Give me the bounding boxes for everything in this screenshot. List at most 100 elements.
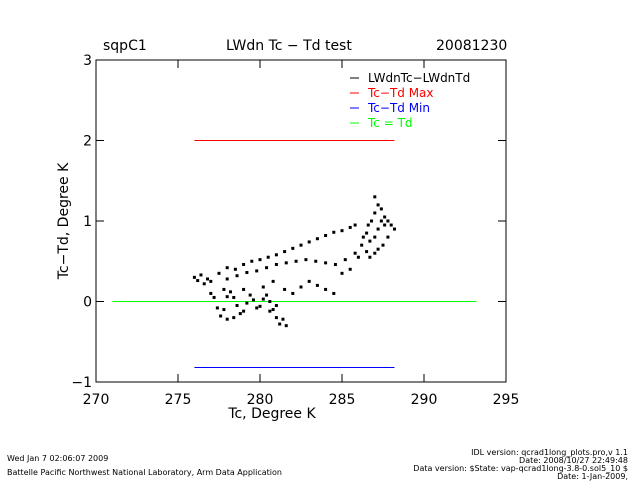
data-point: [217, 271, 221, 275]
data-point: [368, 239, 372, 243]
data-point: [232, 316, 236, 320]
data-point: [265, 266, 269, 270]
data-point: [332, 230, 336, 234]
x-tick-label: 285: [329, 392, 356, 408]
data-point: [215, 306, 219, 310]
data-point: [373, 251, 377, 255]
data-point: [381, 243, 385, 247]
data-point: [360, 243, 364, 247]
data-point: [235, 304, 239, 308]
data-point: [278, 322, 282, 326]
data-point: [353, 251, 357, 255]
data-point: [268, 300, 272, 303]
data-point: [268, 309, 272, 313]
data-point: [386, 219, 390, 223]
data-point: [389, 223, 393, 227]
data-point: [307, 240, 311, 244]
y-axis-label: Tc−Td, Degree K: [56, 162, 72, 280]
x-tick-label: 275: [165, 392, 192, 408]
data-point: [222, 308, 226, 312]
data-point: [314, 259, 318, 263]
data-point: [386, 235, 390, 239]
data-point: [212, 295, 216, 299]
data-point: [294, 259, 298, 263]
data-point: [340, 229, 344, 233]
x-tick-label: 280: [247, 392, 274, 408]
data-point: [250, 259, 254, 263]
data-point: [291, 246, 295, 250]
data-point: [274, 316, 278, 320]
x-tick-label: 290: [411, 392, 438, 408]
data-point: [245, 271, 249, 275]
data-point: [324, 233, 328, 237]
data-point: [373, 211, 377, 215]
legend-label: Tc−Td Min: [367, 101, 430, 115]
data-point: [255, 306, 259, 310]
y-tick-label: −1: [71, 375, 92, 391]
data-point: [225, 266, 229, 270]
data-point: [202, 282, 206, 286]
x-axis-label: Tc, Degree K: [227, 406, 316, 422]
data-point: [242, 309, 246, 313]
y-tick-label: 3: [83, 53, 92, 69]
data-point: [356, 255, 360, 259]
data-point: [365, 250, 369, 254]
x-tick-label: 270: [83, 392, 110, 408]
data-point: [261, 297, 265, 301]
data-point: [206, 277, 210, 281]
data-point: [299, 285, 303, 289]
data-point: [209, 279, 213, 283]
legend-label: LWdnTc−LWdnTd: [368, 71, 470, 85]
data-point: [361, 235, 365, 239]
data-point: [219, 314, 223, 318]
data-point: [299, 243, 303, 247]
data-point: [274, 262, 278, 266]
plot-axes: [95, 59, 507, 383]
data-point: [348, 225, 352, 229]
data-point: [373, 195, 377, 199]
data-point: [392, 227, 396, 231]
data-point: [242, 287, 246, 291]
data-point: [271, 279, 275, 283]
run-timestamp: Wed Jan 7 02:06:07 2009: [7, 454, 109, 463]
data-point: [283, 250, 287, 254]
data-point: [271, 308, 275, 312]
data-point: [379, 219, 383, 223]
data-version: Data version: $State: vap-qcrad1long-3.8…: [413, 464, 628, 473]
chart-title: LWdn Tc − Td test: [226, 38, 352, 54]
y-tick-label: 1: [83, 214, 92, 230]
data-point: [340, 271, 344, 275]
data-point: [283, 287, 287, 291]
data-point: [225, 277, 229, 281]
legend-label: Tc−Td Max: [367, 86, 434, 100]
data-point: [353, 223, 357, 227]
data-point: [333, 262, 337, 266]
data-point: [192, 275, 196, 279]
data-point: [235, 274, 239, 278]
reference-lines: [112, 140, 477, 369]
legend-label: Tc = Td: [367, 116, 413, 130]
data-point: [228, 290, 232, 294]
data-point: [233, 267, 237, 271]
data-point: [274, 253, 278, 257]
data-point: [366, 223, 370, 227]
data-point: [315, 283, 319, 287]
data-point: [315, 237, 319, 241]
date-label: 20081230: [436, 38, 508, 54]
y-tick-label: 0: [83, 295, 92, 311]
data-point: [261, 285, 265, 289]
data-date: Date: 1-Jan-2009,: [557, 472, 628, 481]
data-point: [232, 295, 236, 299]
idl-version: IDL version: qcrad1long_plots.pro,v 1.1: [471, 448, 628, 457]
data-point: [225, 317, 229, 321]
axis-ticks: 270 275 280 285 290 295 −1 0 1 2 3: [71, 53, 519, 408]
data-point: [324, 261, 328, 265]
data-point: [248, 293, 252, 297]
data-point: [199, 273, 203, 277]
data-point: [265, 293, 269, 297]
data-point: [291, 291, 295, 295]
data-point: [368, 255, 372, 259]
data-point: [266, 255, 270, 259]
